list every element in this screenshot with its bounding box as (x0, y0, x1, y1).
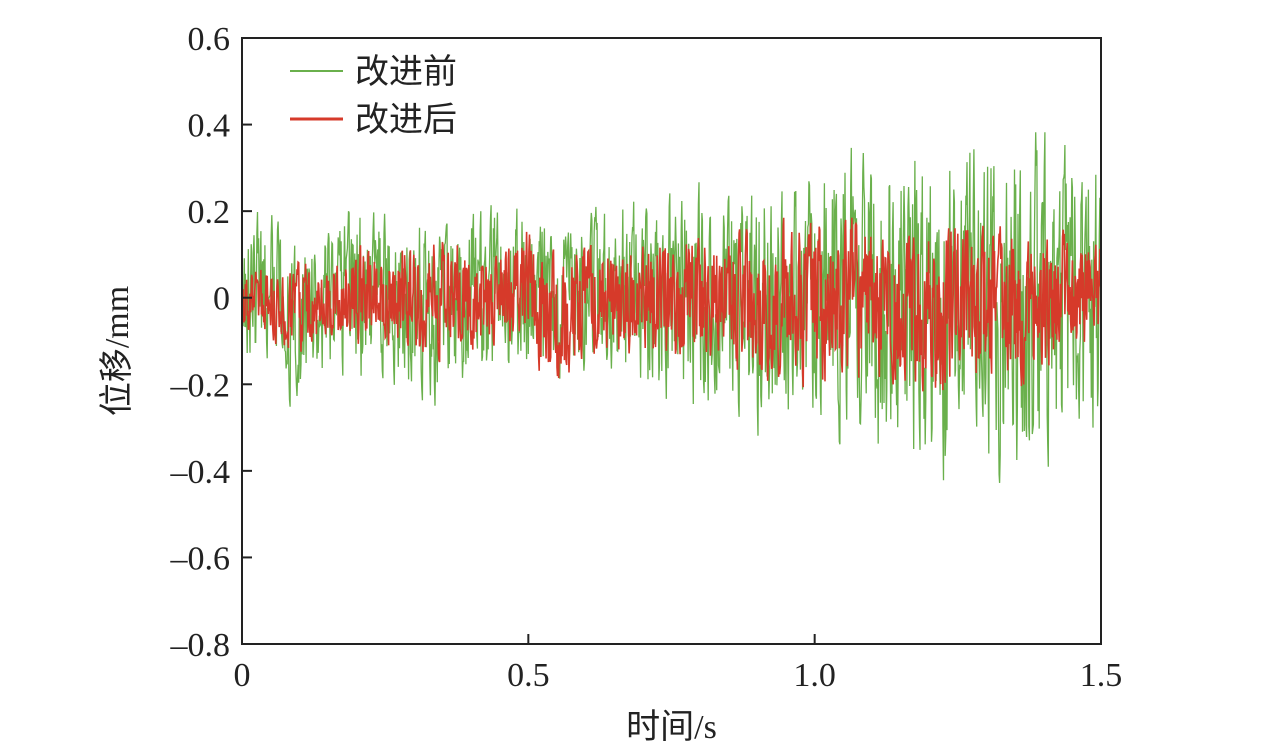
x-axis: 0 0.5 1.0 1.5 (234, 634, 1123, 694)
x-tick-label: 1.5 (1080, 657, 1123, 694)
y-axis-label: 位移/mm (98, 286, 136, 416)
y-tick-label: 0.4 (188, 108, 231, 145)
y-tick-label: –0.8 (170, 627, 231, 664)
x-axis-label: 时间/s (626, 709, 717, 746)
y-tick-label: –0.2 (170, 367, 231, 404)
y-tick-label: –0.6 (170, 540, 231, 577)
y-tick-label: 0.2 (188, 194, 231, 231)
y-tick-label: 0 (213, 281, 230, 318)
y-tick-label: 0.6 (188, 21, 231, 58)
legend-label: 改进前 (355, 53, 457, 91)
x-tick-label: 0.5 (507, 657, 550, 694)
plot-area (242, 132, 1101, 483)
series-line-after (242, 217, 1101, 392)
legend-label: 改进后 (355, 101, 457, 139)
y-axis: 0.6 0.4 0.2 0 –0.2 –0.4 –0.6 –0.8 (170, 21, 252, 664)
plot-frame (241, 37, 1102, 645)
x-tick-label: 0 (234, 657, 251, 694)
x-tick-label: 1.0 (793, 657, 836, 694)
y-tick-label: –0.4 (170, 454, 231, 491)
